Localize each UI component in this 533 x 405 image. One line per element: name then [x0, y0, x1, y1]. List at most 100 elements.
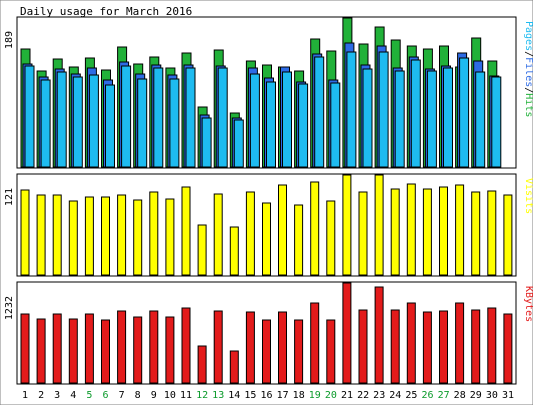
- visits-visits-bar: [229, 226, 239, 276]
- hits-pages-bar: [40, 79, 51, 168]
- kbytes-kbytes-bar: [197, 345, 207, 384]
- day-tick-label: 27: [438, 390, 450, 401]
- day-tick-label: 11: [180, 390, 192, 401]
- kbytes-panel: 1232 KBytes: [4, 281, 533, 385]
- visits-visits-bar: [68, 200, 78, 276]
- day-tick-label: 12: [196, 390, 208, 401]
- visits-visits-bar: [20, 189, 30, 276]
- kbytes-kbytes-bar: [342, 282, 352, 384]
- kbytes-kbytes-bar: [406, 302, 416, 384]
- kbytes-kbytes-bar: [439, 310, 448, 384]
- day-tick-label: 30: [486, 390, 498, 401]
- visits-visits-bar: [487, 190, 497, 276]
- hits-pages-bar: [475, 71, 486, 168]
- hits-pages-bar: [443, 67, 453, 168]
- kbytes-kbytes-bar: [487, 307, 497, 384]
- hits-pages-bar: [105, 84, 115, 168]
- hits-pages-bar: [233, 119, 244, 168]
- kbytes-kbytes-bar: [390, 309, 400, 384]
- visits-legend-item-0: Visits: [523, 178, 533, 214]
- visits-visits-bar: [422, 188, 432, 276]
- day-tick-label: 3: [54, 390, 60, 401]
- kbytes-kbytes-bar: [245, 311, 255, 384]
- kbytes-series-kbytes: [20, 282, 513, 384]
- hits-pages-bar: [378, 51, 389, 168]
- kbytes-legend-item-0: KBytes: [523, 286, 533, 322]
- hits-legend-item-4: Hits: [523, 93, 533, 117]
- day-tick-label: 19: [309, 390, 321, 401]
- day-tick-label: 14: [228, 390, 240, 401]
- visits-visits-bar: [390, 188, 400, 276]
- visits-visits-bar: [262, 202, 271, 276]
- kbytes-kbytes-bar: [52, 313, 62, 384]
- day-tick-label: 25: [405, 390, 417, 401]
- visits-visits-bar: [439, 186, 448, 276]
- kbytes-kbytes-bar: [213, 310, 223, 384]
- visits-legend: Visits: [523, 178, 533, 214]
- hits-pages-bar: [459, 57, 470, 168]
- kbytes-kbytes-bar: [310, 302, 320, 384]
- visits-visits-bar: [471, 191, 481, 276]
- day-tick-label: 7: [119, 390, 125, 401]
- hits-legend-item-0: Pages: [523, 21, 533, 51]
- visits-visits-bar: [117, 194, 127, 276]
- hits-pages-bar: [491, 76, 502, 168]
- visits-visits-bar: [181, 186, 191, 276]
- visits-visits-bar: [245, 191, 255, 276]
- day-tick-label: 2: [38, 390, 44, 401]
- day-tick-label: 8: [135, 390, 141, 401]
- hits-pages-bar: [410, 59, 421, 168]
- kbytes-kbytes-bar: [262, 319, 271, 384]
- hits-panel: 189 Pages/Files/Hits: [4, 16, 533, 169]
- hits-pages-bar: [426, 70, 437, 168]
- kbytes-kbytes-bar: [149, 310, 159, 384]
- day-tick-label: 6: [102, 390, 108, 401]
- visits-visits-bar: [197, 224, 207, 276]
- hits-pages-bar: [201, 117, 212, 168]
- hits-pages-bar: [282, 71, 292, 168]
- kbytes-kbytes-bar: [101, 319, 110, 384]
- kbytes-kbytes-bar: [278, 311, 287, 384]
- kbytes-kbytes-bar: [503, 313, 513, 384]
- visits-max-label: 121: [4, 188, 15, 206]
- chart-title: Daily usage for March 2016: [20, 5, 192, 18]
- hits-pages-bar: [362, 68, 373, 168]
- hits-pages-bar: [153, 67, 164, 168]
- visits-panel: 121 Visits: [4, 173, 533, 277]
- hits-pages-bar: [266, 81, 276, 168]
- kbytes-kbytes-bar: [165, 316, 175, 384]
- day-tick-label: 15: [244, 390, 256, 401]
- hits-series-pages: [24, 51, 502, 168]
- kbytes-kbytes-bar: [36, 318, 46, 384]
- hits-pages-bar: [137, 78, 148, 168]
- hits-pages-bar: [298, 83, 309, 168]
- visits-visits-bar: [374, 174, 384, 276]
- hits-pages-bar: [249, 73, 260, 168]
- visits-visits-bar: [278, 184, 287, 276]
- hits-pages-bar: [394, 70, 405, 168]
- visits-visits-bar: [213, 193, 223, 276]
- day-tick-label: 26: [421, 390, 433, 401]
- kbytes-kbytes-bar: [229, 350, 239, 384]
- day-tick-label: 13: [212, 390, 224, 401]
- visits-visits-bar: [84, 196, 94, 276]
- hits-pages-bar: [330, 82, 341, 168]
- kbytes-kbytes-bar: [117, 310, 127, 384]
- day-tick-label: 24: [389, 390, 401, 401]
- hits-pages-bar: [24, 65, 35, 168]
- day-tick-label: 9: [151, 390, 157, 401]
- day-tick-label: 21: [341, 390, 353, 401]
- day-tick-label: 17: [277, 390, 289, 401]
- day-tick-label: 5: [86, 390, 92, 401]
- hits-pages-bar: [169, 78, 180, 168]
- day-tick-label: 31: [502, 390, 514, 401]
- visits-visits-bar: [310, 181, 320, 276]
- day-tick-label: 20: [325, 390, 337, 401]
- visits-visits-bar: [52, 194, 62, 276]
- x-axis-day-labels: 1 2 3 4 5 6 7 8 9 10 11 12 13 14 15 16 17 18 19 20 21 22 23 24 2…: [22, 390, 514, 401]
- kbytes-kbytes-bar: [20, 313, 30, 384]
- day-tick-label: 22: [357, 390, 369, 401]
- kbytes-kbytes-bar: [326, 319, 336, 384]
- visits-visits-bar: [36, 194, 46, 276]
- kbytes-kbytes-bar: [294, 319, 304, 384]
